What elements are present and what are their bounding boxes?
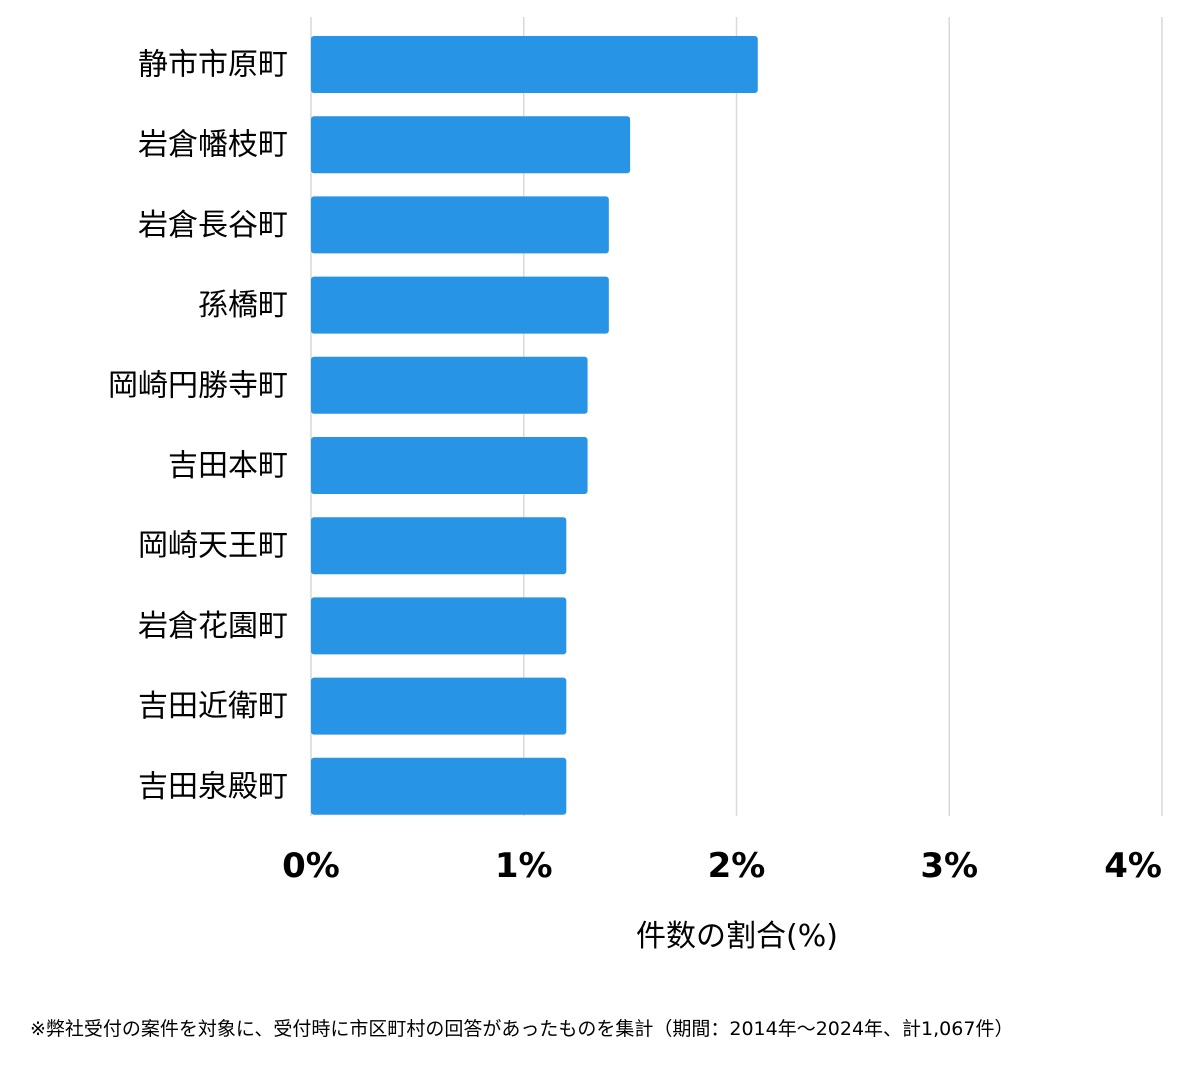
category-label-3: 孫橋町 [198, 288, 288, 323]
footnote: ※弊社受付の案件を対象に、受付時に市区町村の回答があったものを集計（期間：201… [30, 1018, 1014, 1040]
category-label-8: 吉田近衛町 [138, 689, 288, 724]
bar-0 [311, 36, 758, 93]
category-label-2: 岩倉長谷町 [138, 208, 288, 243]
category-label-4: 岡崎円勝寺町 [108, 368, 288, 403]
x-tick-label-3: 3% [920, 846, 978, 886]
x-axis-title: 件数の割合(%) [636, 919, 838, 954]
x-tick-label-2: 2% [708, 846, 766, 886]
category-label-9: 吉田泉殿町 [138, 769, 288, 804]
category-label-5: 吉田本町 [168, 449, 288, 484]
bar-8 [311, 677, 567, 735]
category-label-0: 静市市原町 [138, 48, 288, 83]
category-label-6: 岡崎天王町 [138, 529, 288, 564]
x-tick-label-4: 4% [1104, 846, 1162, 886]
x-tick-labels: 0% 1% 2% 3% 4% [282, 846, 1162, 886]
bar-5 [311, 437, 588, 494]
bar-6 [311, 517, 567, 575]
x-tick-label-0: 0% [282, 846, 340, 886]
bars [311, 36, 758, 815]
bar-1 [311, 116, 631, 174]
bar-4 [311, 356, 588, 414]
bar-3 [311, 276, 609, 334]
bar-chart: 静市市原町岩倉幡枝町岩倉長谷町孫橋町岡崎円勝寺町吉田本町岡崎天王町岩倉花園町吉田… [108, 17, 1163, 954]
x-tick-label-1: 1% [495, 846, 553, 886]
bar-9 [311, 757, 567, 815]
category-label-7: 岩倉花園町 [138, 609, 288, 644]
category-label-1: 岩倉幡枝町 [138, 128, 288, 163]
category-labels: 静市市原町岩倉幡枝町岩倉長谷町孫橋町岡崎円勝寺町吉田本町岡崎天王町岩倉花園町吉田… [108, 48, 288, 805]
bar-2 [311, 196, 609, 254]
bar-7 [311, 597, 567, 655]
